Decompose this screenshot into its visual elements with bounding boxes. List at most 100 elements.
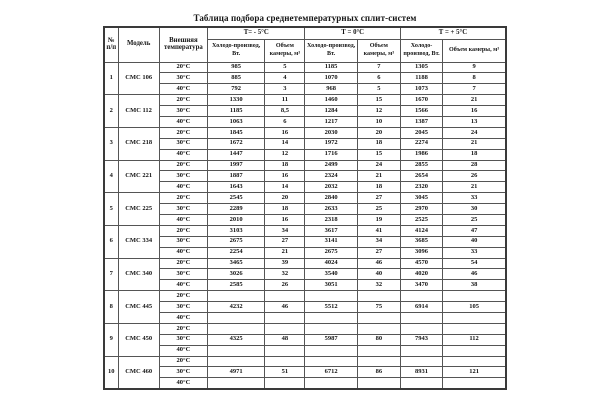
cell-external-temperature: 30°С (158, 72, 209, 85)
cell-value: 27 (356, 192, 401, 205)
cell-value: 6 (356, 72, 401, 85)
cell-external-temperature: 20°С (158, 290, 209, 303)
cell-value: 16 (442, 105, 507, 117)
cell-external-temperature: 30°С (158, 170, 209, 183)
cell-value: 792 (206, 83, 266, 96)
cell-row-number: 9 (103, 322, 119, 357)
table-row: 30°С 4325 48 5987 80 7943 112 (104, 333, 507, 346)
cell-external-temperature: 40°С (158, 148, 209, 161)
header-temp-zero: Т = 0°С (304, 26, 401, 40)
table-row: 40°С (104, 311, 507, 324)
cell-value: 21 (442, 94, 507, 107)
cell-value: 1447 (206, 148, 266, 161)
header-sub-row: Холодо-производ, Вт. Объем камеры, м³ Хо… (104, 38, 507, 63)
cell-value: 3045 (399, 192, 444, 205)
cell-value: 112 (442, 333, 507, 346)
cell-value (356, 311, 401, 324)
cell-external-temperature: 20°С (158, 192, 209, 205)
cell-external-temperature: 40°С (158, 311, 209, 324)
cell-model: СМС 225 (117, 192, 160, 226)
cell-row-number: 1 (103, 61, 119, 96)
cell-row-number: 8 (103, 290, 119, 324)
cell-value: 1185 (304, 61, 358, 74)
cell-value (399, 355, 444, 368)
cell-external-temperature: 20°С (158, 355, 209, 368)
cell-value (264, 344, 306, 357)
cell-value: 1217 (304, 115, 358, 128)
cell-row-number: 3 (103, 126, 119, 161)
cell-value: 33 (442, 192, 507, 205)
cell-model: СМС 460 (117, 355, 160, 390)
table-row: 40°С 792 3 968 5 1073 7 (104, 83, 507, 96)
cell-model: СМС 218 (117, 126, 160, 161)
cell-value: 1188 (399, 72, 444, 85)
cell-value: 1887 (206, 170, 266, 183)
cell-value (304, 344, 358, 357)
table-row: 40°С 1447 12 1716 15 1986 18 (104, 148, 507, 161)
cell-external-temperature: 30°С (158, 203, 209, 215)
header-chamber-volume-zero: Объем камеры, м³ (356, 38, 401, 63)
cell-value: 1566 (399, 105, 444, 117)
cell-value (304, 311, 358, 324)
cell-value (206, 344, 266, 357)
cell-value: 1063 (206, 115, 266, 128)
cell-value (206, 311, 266, 324)
cell-value: 14 (264, 137, 306, 150)
cell-external-temperature: 40°С (158, 344, 209, 357)
cell-value (206, 377, 266, 390)
cell-value: 1986 (399, 148, 444, 161)
cell-value: 11 (264, 94, 306, 107)
cell-value: 24 (442, 126, 507, 139)
cell-value: 21 (442, 181, 507, 194)
cell-value: 3 (264, 83, 306, 96)
header-temp-minus-5: Т= - 5°С (206, 26, 306, 40)
cell-value: 1997 (206, 159, 266, 172)
cell-external-temperature: 30°С (158, 268, 209, 281)
cell-value: 4325 (206, 333, 266, 346)
cell-value: 18 (442, 148, 507, 161)
cell-value: 38 (442, 279, 507, 292)
header-cooling-capacity-zero: Холодо-производ, Вт. (304, 38, 358, 63)
cell-value: 2289 (206, 203, 266, 215)
cell-value: 2675 (206, 235, 266, 248)
cell-external-temperature: 40°С (158, 246, 209, 259)
header-cooling-capacity-minus-5: Холодо-производ, Вт. (206, 38, 266, 63)
table-row: 30°С 2675 27 3141 34 3685 40 (104, 235, 507, 248)
table-row: 6 СМС 334 20°С 3103 34 3617 41 4124 47 (103, 224, 507, 259)
cell-value: 1070 (304, 72, 358, 85)
cell-value: 13 (442, 115, 507, 128)
cell-value (442, 290, 507, 303)
cell-value: 1185 (206, 105, 266, 117)
cell-value: 2840 (304, 192, 358, 205)
cell-value: 885 (206, 72, 266, 85)
cell-value: 5 (356, 83, 401, 96)
header-temp-plus-5: Т = + 5°С (399, 26, 507, 40)
cell-value: 2030 (304, 126, 358, 139)
cell-value: 7 (442, 83, 507, 96)
cell-value: 1845 (206, 126, 266, 139)
split-systems-selection-table: № п/п Модель Внешняя температура Т= - 5°… (103, 26, 507, 390)
cell-value: 32 (264, 268, 306, 281)
table-row: 10 СМС 460 20°С (103, 355, 507, 390)
cell-value: 2499 (304, 159, 358, 172)
header-external-temperature: Внешняя температура (158, 26, 209, 63)
cell-value: 3617 (304, 224, 358, 237)
cell-value (356, 355, 401, 368)
cell-model: СМС 334 (117, 224, 160, 259)
cell-external-temperature: 20°С (158, 322, 209, 335)
cell-value: 1305 (399, 61, 444, 74)
cell-value: 40 (442, 235, 507, 248)
cell-external-temperature: 20°С (158, 224, 209, 237)
cell-value (264, 377, 306, 390)
cell-value: 2032 (304, 181, 358, 194)
cell-value (442, 344, 507, 357)
cell-value: 25 (442, 213, 507, 226)
cell-value (399, 344, 444, 357)
cell-value: 4971 (206, 366, 266, 379)
cell-value: 54 (442, 257, 507, 270)
cell-value (206, 355, 266, 368)
cell-value: 18 (264, 159, 306, 172)
cell-external-temperature: 30°С (158, 333, 209, 346)
header-num: № п/п (103, 26, 119, 63)
